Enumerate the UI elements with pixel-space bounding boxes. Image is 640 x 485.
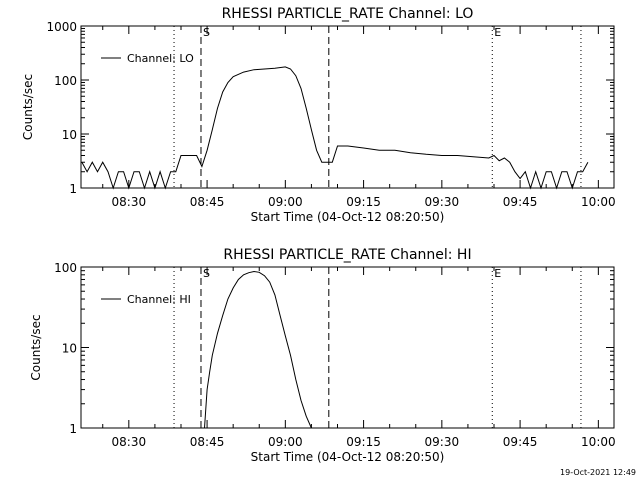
- x-tick-label: 09:00: [268, 195, 303, 209]
- y-axis-label: Counts/sec: [21, 74, 35, 140]
- marker-label: E: [494, 267, 501, 280]
- x-tick-label: 08:30: [112, 435, 147, 449]
- chart-title: RHESSI PARTICLE_RATE Channel: HI: [223, 247, 471, 263]
- y-tick-label: 1000: [46, 20, 77, 34]
- plot-timestamp: 19-Oct-2021 12:49: [560, 468, 636, 477]
- chart-panel-2: RHESSI PARTICLE_RATE Channel: HI Counts/s…: [29, 247, 616, 464]
- x-axis-label: Start Time (04-Oct-12 08:20:50): [251, 210, 445, 224]
- series-line: [81, 66, 589, 190]
- x-tick-label: 09:00: [268, 435, 303, 449]
- marker-label: S: [203, 267, 210, 280]
- y-tick-label: 10: [62, 128, 77, 142]
- y-tick-label: 100: [54, 261, 77, 275]
- x-tick-label: 09:30: [425, 195, 460, 209]
- x-tick-label: 09:45: [503, 195, 538, 209]
- y-tick-label: 1: [69, 182, 77, 196]
- y-axis-label: Counts/sec: [29, 314, 43, 380]
- y-tick-label: 100: [54, 74, 77, 88]
- x-tick-label: 09:15: [346, 435, 381, 449]
- plot-frame: [80, 266, 615, 429]
- x-tick-label: 08:45: [190, 435, 225, 449]
- x-tick-label: 09:15: [346, 195, 381, 209]
- marker-label: S: [203, 26, 210, 39]
- y-tick-label: 1: [69, 422, 77, 436]
- plot-frame: [80, 25, 615, 189]
- x-tick-label: 09:30: [425, 435, 460, 449]
- x-axis-label: Start Time (04-Oct-12 08:20:50): [251, 450, 445, 464]
- chart-panel-1: RHESSI PARTICLE_RATE Channel: LO Counts/s…: [21, 6, 616, 224]
- x-tick-label: 08:30: [112, 195, 147, 209]
- y-tick-label: 10: [62, 342, 77, 356]
- chart-title: RHESSI PARTICLE_RATE Channel: LO: [222, 6, 474, 22]
- x-tick-label: 10:00: [581, 195, 616, 209]
- legend-entry: Channel: HI: [127, 293, 191, 306]
- x-tick-label: 08:45: [190, 195, 225, 209]
- series-line: [204, 270, 312, 429]
- marker-label: E: [494, 26, 501, 39]
- legend-entry: Channel: LO: [127, 52, 194, 65]
- x-tick-label: 10:00: [581, 435, 616, 449]
- x-tick-label: 09:45: [503, 435, 538, 449]
